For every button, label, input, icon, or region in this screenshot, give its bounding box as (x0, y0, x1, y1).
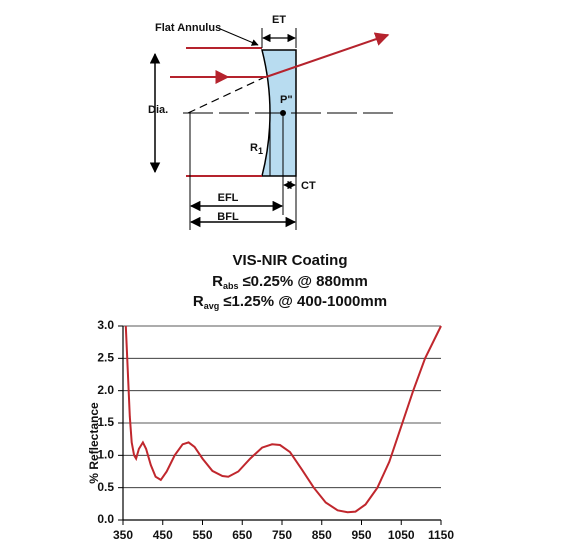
x-tick-label: 350 (113, 528, 133, 542)
x-tick-label: 1150 (428, 528, 454, 542)
x-tick-label: 950 (351, 528, 371, 542)
y-tick-label: 0.0 (97, 512, 114, 526)
label: Dia. (148, 104, 168, 116)
y-axis-label: % Reflectance (87, 402, 101, 484)
label: CT (301, 180, 316, 192)
annulus-pointer (217, 27, 259, 46)
label: BFL (217, 211, 239, 223)
label: EFL (218, 192, 239, 204)
x-tick-label: 750 (272, 528, 292, 542)
subtitle-text: ≤0.25% @ 880mm (242, 273, 367, 290)
x-tick-label: 650 (232, 528, 252, 542)
reflectance-line (124, 325, 442, 514)
subtitle-symbol: R (212, 273, 223, 290)
x-tick-label: 1050 (388, 528, 415, 542)
y-tick-label: 2.5 (97, 351, 114, 365)
chart-title: VIS-NIR Coating (233, 252, 348, 269)
label: P" (280, 94, 293, 106)
x-tick-label: 550 (192, 528, 212, 542)
label: Flat Annulus (155, 22, 221, 34)
label: 1 (258, 146, 263, 156)
virtual-ray (187, 76, 266, 114)
subtitle-symbol: R (193, 293, 204, 310)
label: R (250, 142, 258, 154)
x-tick-label: 850 (312, 528, 332, 542)
x-tick-label: 450 (153, 528, 173, 542)
subtitle-text: ≤1.25% @ 400-1000mm (223, 293, 387, 310)
principal-point (280, 110, 286, 116)
y-tick-label: 1.5 (97, 415, 114, 429)
lens-diagram: Flat Annulus ET Dia. P" R1 EFL BFL CT (148, 14, 395, 230)
label: R1 (250, 142, 263, 156)
ray-out (265, 32, 390, 78)
subtitle-subscript: avg (204, 301, 220, 311)
subtitle-subscript: abs (223, 281, 239, 291)
chart-subtitle: Ravg ≤1.25% @ 400-1000mm (193, 293, 387, 311)
y-tick-label: 0.5 (97, 480, 114, 494)
y-tick-label: 2.0 (97, 383, 114, 397)
y-tick-label: 1.0 (97, 448, 114, 462)
chart-subtitle: Rabs ≤0.25% @ 880mm (212, 273, 368, 291)
y-tick-label: 3.0 (97, 318, 114, 332)
label: ET (272, 14, 286, 26)
